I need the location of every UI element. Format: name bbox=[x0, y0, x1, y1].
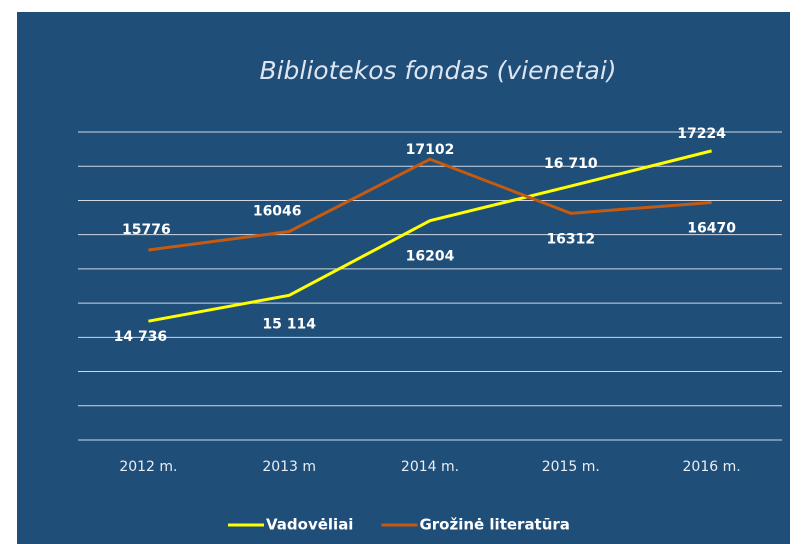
series-line bbox=[148, 149, 712, 323]
data-label: 16470 bbox=[687, 220, 736, 236]
x-tick-label: 2012 m. bbox=[119, 459, 177, 475]
data-label: 15 114 bbox=[262, 316, 316, 332]
data-label: 16046 bbox=[253, 204, 302, 220]
data-label: 16312 bbox=[546, 231, 595, 247]
background bbox=[17, 12, 790, 544]
data-label: 16 710 bbox=[544, 156, 598, 172]
legend-label: Grožinė literatūra bbox=[419, 516, 569, 534]
chart-title: Bibliotekos fondas (vienetai) bbox=[259, 56, 616, 85]
x-tick-label: 2013 m bbox=[262, 459, 316, 475]
x-tick-label: 2016 m. bbox=[683, 459, 741, 475]
x-tick-label: 2015 m. bbox=[542, 459, 600, 475]
series-line bbox=[148, 157, 712, 252]
data-label: 15776 bbox=[122, 222, 171, 238]
x-tick-label: 2014 m. bbox=[401, 459, 459, 475]
data-label: 17224 bbox=[677, 126, 726, 142]
data-label: 17102 bbox=[406, 142, 455, 158]
data-label: 16204 bbox=[406, 249, 455, 265]
legend-label: Vadovėliai bbox=[266, 516, 353, 534]
data-label: 14 736 bbox=[114, 329, 168, 345]
